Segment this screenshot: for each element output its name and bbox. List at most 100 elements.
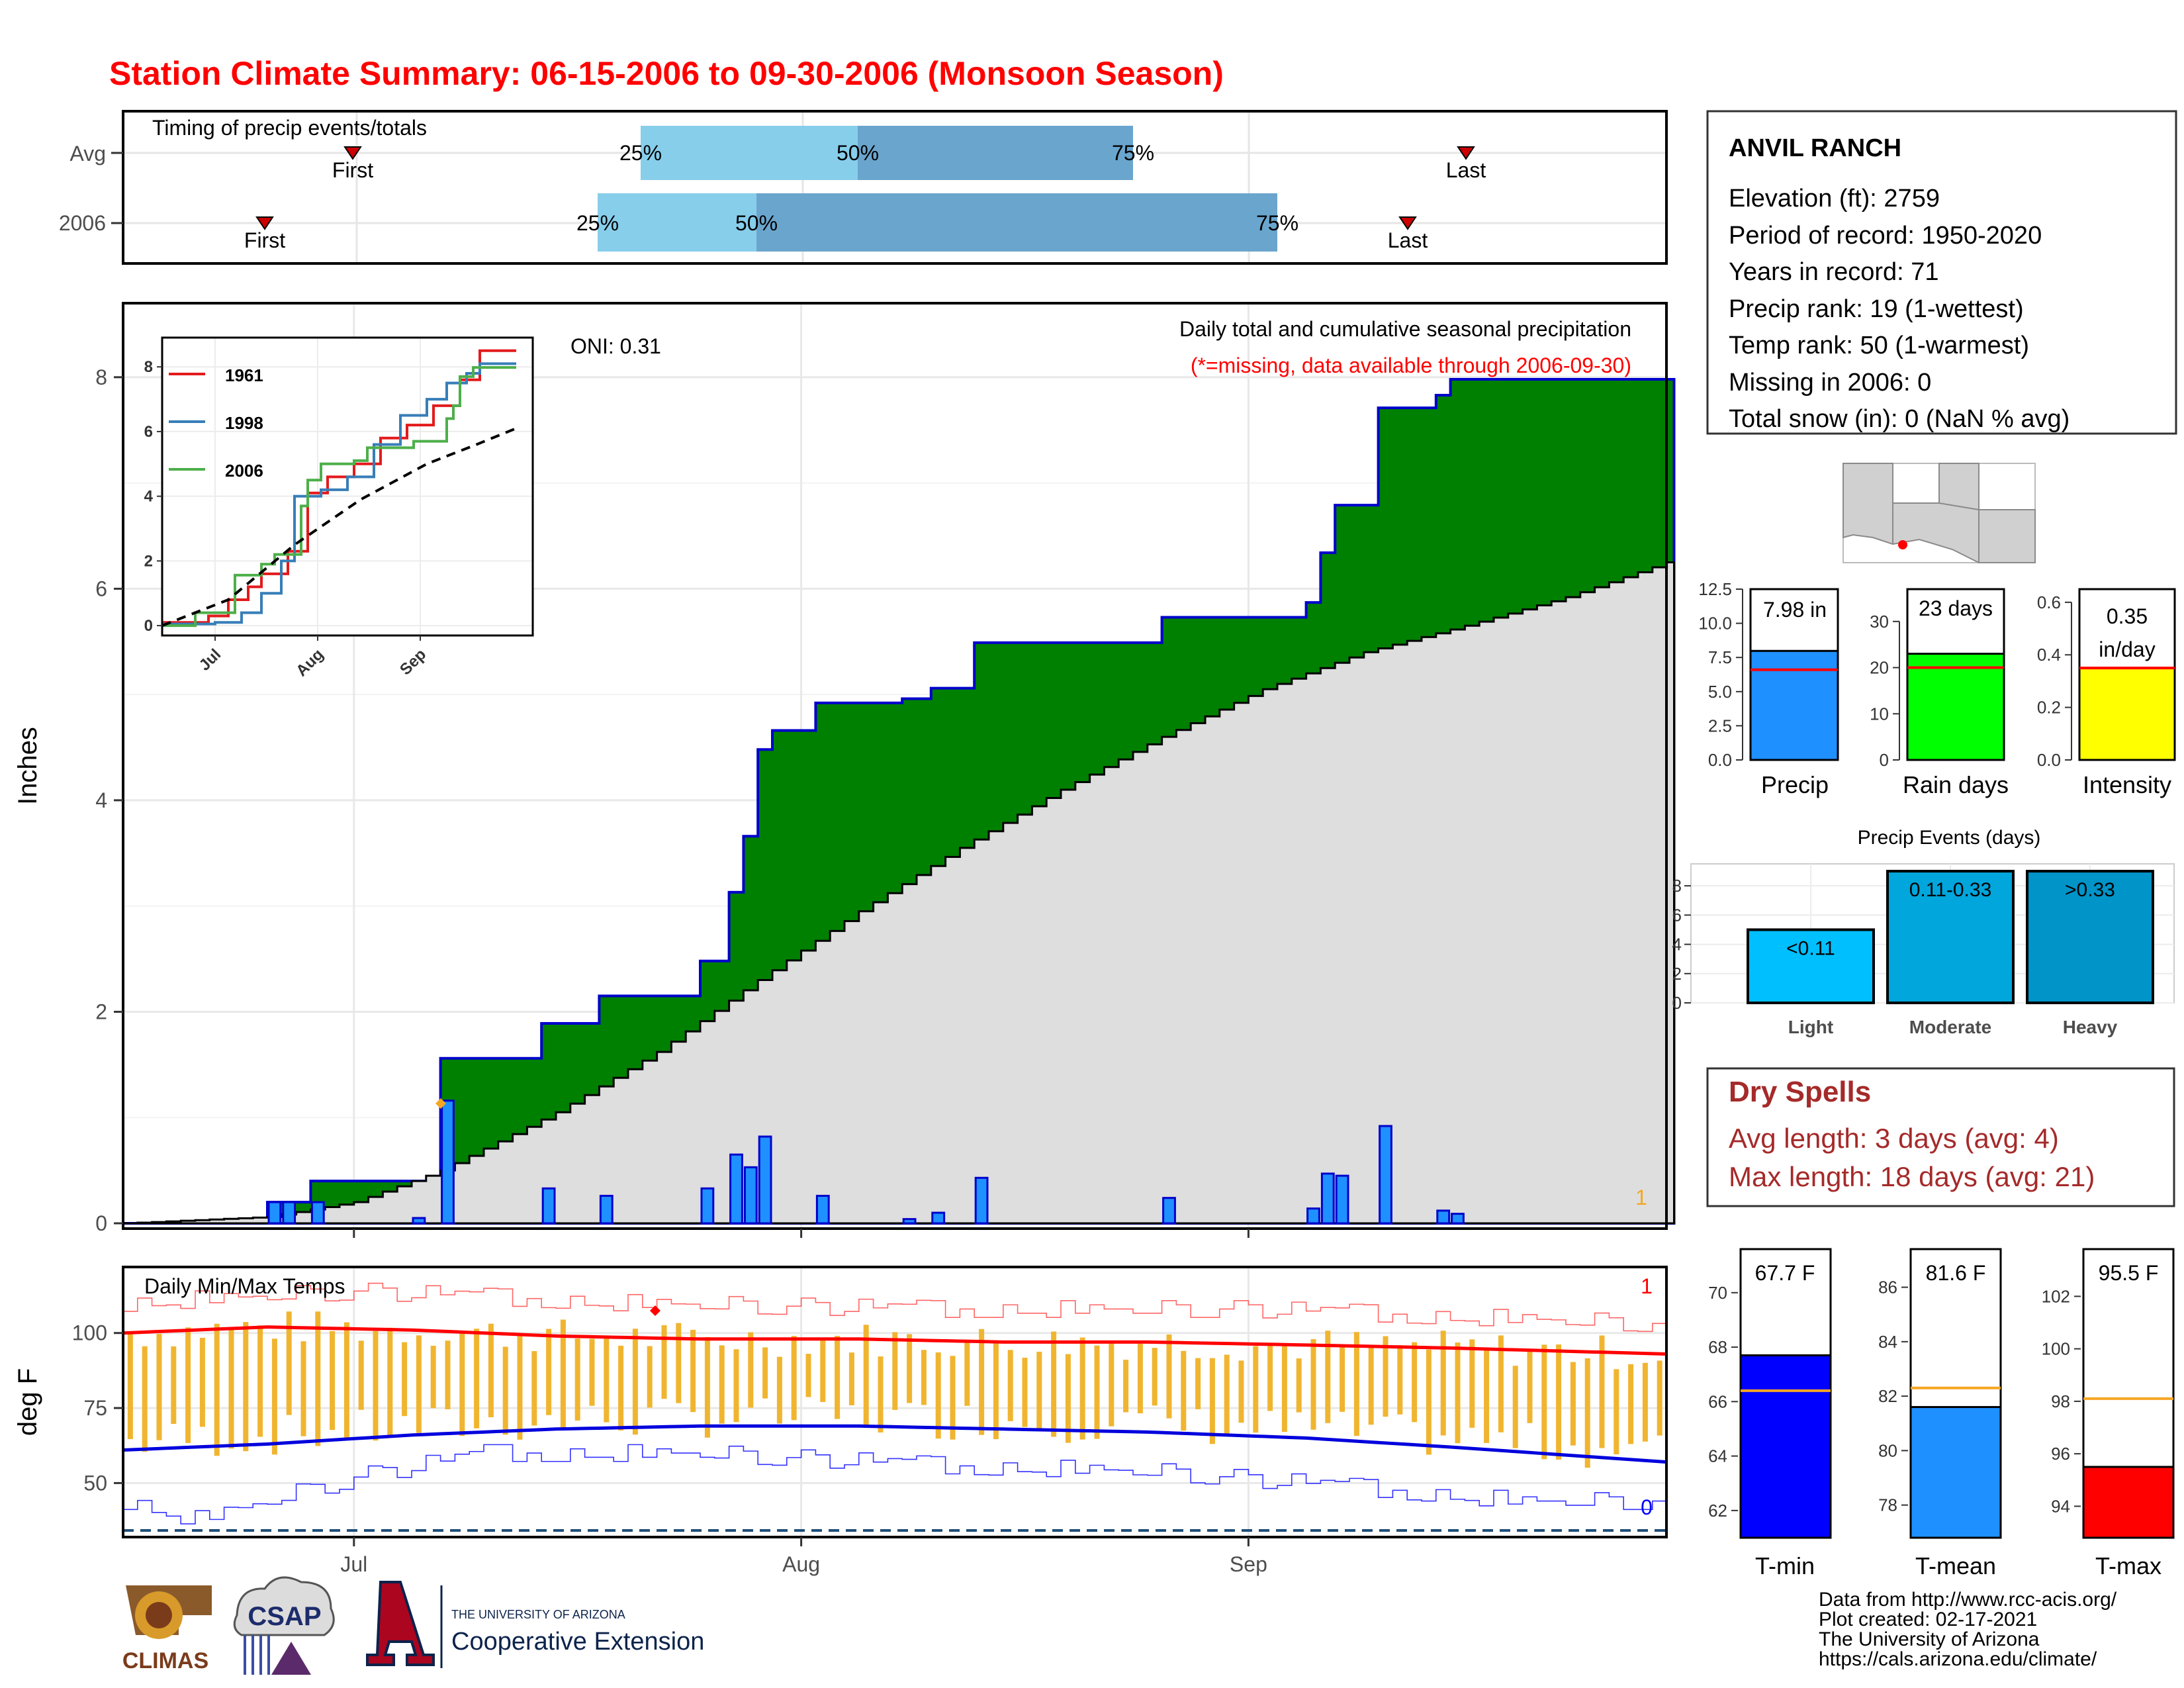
ua-logo-small-text: THE UNIVERSITY OF ARIZONA — [451, 1608, 625, 1621]
daily-temp-bar — [935, 1352, 941, 1439]
temp-box-y-tick-label: 68 — [1708, 1337, 1727, 1357]
mini-y-tick-label: 2.5 — [1708, 716, 1732, 735]
raindays-mini-value: 23 days — [1919, 596, 1993, 620]
station-name: ANVIL RANCH — [1729, 134, 1901, 162]
daily-temp-bar — [228, 1329, 234, 1449]
dry-spells-avg: Avg length: 3 days (avg: 4) — [1729, 1123, 2059, 1154]
daily-temp-bar — [127, 1333, 133, 1439]
ua-logo: THE UNIVERSITY OF ARIZONA Cooperative Ex… — [366, 1581, 704, 1668]
daily-temp-bar — [271, 1338, 277, 1455]
daily-temp-bar — [719, 1345, 725, 1424]
daily-temp-bar — [1527, 1351, 1533, 1423]
mini-y-tick-label: 5.0 — [1708, 682, 1732, 702]
mini-y-tick-label: 10.0 — [1698, 614, 1732, 633]
y2006-last-marker — [1398, 216, 1417, 230]
footer-credits: Data from http://www.rcc-acis.org/ Plot … — [1819, 1589, 2117, 1670]
daily-temp-bar — [300, 1341, 306, 1436]
temp-box-value-bar — [1909, 1406, 2002, 1539]
y2006-first-label: First — [244, 228, 285, 252]
mini-y-tick-label: 10 — [1870, 704, 1889, 724]
daily-temp-bar — [647, 1346, 653, 1408]
precip-panel: 0 2 4 6 8 Inches ONI: 0.31 Daily total and c… — [13, 302, 1676, 1238]
temps-y-axis-label: deg F — [13, 1368, 42, 1436]
tmax-label: T-max — [2095, 1552, 2161, 1579]
daily-temp-bar — [1340, 1347, 1345, 1412]
record-min-line — [123, 1444, 1668, 1524]
mini-y-tick-label: 0.0 — [2037, 750, 2061, 770]
mini-y-tick-label: 30 — [1870, 612, 1889, 632]
daily-temp-bar — [1224, 1354, 1230, 1435]
events-category-label: Moderate — [1909, 1017, 1991, 1037]
daily-precip-bar — [700, 1187, 715, 1225]
dry-spells-title: Dry Spells — [1729, 1076, 1871, 1108]
y2006-q75-label: 75% — [1256, 211, 1298, 235]
temperature-panel: Daily Min/Max Temps 1 0 50 75 100 deg F Ju… — [13, 1266, 1668, 1576]
inset-legend-1961: 1961 — [225, 365, 263, 385]
daily-temp-bar — [574, 1338, 580, 1421]
daily-temp-bar — [387, 1327, 393, 1436]
precip-caption-missing: (*=missing, data available through 2006-… — [1191, 353, 1631, 377]
daily-temp-bar — [1397, 1345, 1403, 1415]
daily-temp-bar — [1137, 1343, 1143, 1414]
avg-last-label: Last — [1446, 158, 1486, 182]
station-info-box: ANVIL RANCH Elevation (ft): 2759 Period … — [1706, 110, 2177, 435]
climas-logo-text: CLIMAS — [122, 1648, 208, 1673]
temps-min-count: 0 — [1641, 1495, 1653, 1519]
events-bar-heavy — [2026, 870, 2154, 1004]
daily-temp-bar — [1512, 1366, 1518, 1448]
raindays-mini-label: Rain days — [1903, 771, 2009, 798]
daily-precip-bar — [441, 1100, 455, 1225]
daily-temp-bar — [1310, 1339, 1316, 1430]
daily-temp-bar — [185, 1327, 191, 1443]
mini-y-tick-label: 0 — [1880, 750, 1889, 770]
daily-temp-bar — [1657, 1360, 1662, 1436]
daily-temp-bar — [358, 1340, 364, 1410]
mini-y-tick-label: 20 — [1870, 658, 1889, 678]
daily-temp-bar — [1166, 1334, 1172, 1419]
dry-spells-max: Max length: 18 days (avg: 21) — [1729, 1161, 2095, 1192]
daily-temp-bar — [1383, 1336, 1388, 1417]
y2006-iqr-dark — [756, 193, 1277, 252]
events-y-tick-label: 8 — [1672, 876, 1682, 896]
tmin-value: 67.7 F — [1755, 1261, 1815, 1285]
daily-temp-bar — [907, 1334, 913, 1403]
avg-max-line — [122, 1325, 1667, 1356]
temp-box-y-tick-label: 100 — [2042, 1339, 2070, 1359]
daily-temp-bar — [330, 1331, 336, 1430]
y2006-iqr-light — [598, 193, 756, 252]
events-bar-label: 0.11-0.33 — [1909, 879, 1992, 901]
daily-temp-bar — [1065, 1354, 1071, 1443]
daily-temp-bar — [1614, 1369, 1619, 1454]
daily-temp-bar — [156, 1334, 162, 1440]
y-tick-label: 6 — [95, 577, 107, 600]
tmin-summary-chart: 62 64 66 68 70 T-min 67.7 F — [1708, 1248, 1832, 1579]
intensity-mini-label: Intensity — [2083, 771, 2171, 798]
daily-temp-bar — [1426, 1349, 1432, 1455]
events-y-tick-label: 4 — [1672, 935, 1682, 955]
daily-precip-bar — [1320, 1172, 1335, 1225]
tmin-label: T-min — [1755, 1552, 1815, 1579]
events-bar-label: <0.11 — [1786, 937, 1835, 959]
avg-q25-label: 25% — [619, 141, 662, 165]
events-y-tick-label: 0 — [1672, 993, 1682, 1013]
tmean-label: T-mean — [1915, 1552, 1996, 1579]
daily-temp-bar — [950, 1356, 956, 1440]
daily-precip-bar — [282, 1201, 296, 1225]
daily-precip-bar — [729, 1153, 743, 1225]
daily-temp-bar — [848, 1352, 854, 1405]
page-title: Station Climate Summary: 06-15-2006 to 0… — [109, 55, 1224, 92]
daily-temp-bar — [863, 1325, 869, 1428]
climas-logo: CLIMAS — [122, 1585, 212, 1673]
temp-box-value-bar — [2082, 1466, 2175, 1539]
daily-temp-bar — [604, 1338, 610, 1423]
daily-temp-bar — [993, 1342, 999, 1440]
daily-temp-bar — [531, 1351, 537, 1426]
daily-temp-bar — [1238, 1360, 1244, 1423]
daily-precip-bar — [815, 1194, 830, 1225]
avg-first-marker — [343, 146, 362, 160]
daily-temp-bar — [430, 1345, 436, 1409]
csap-logo: CSAP — [233, 1576, 335, 1675]
daily-temp-bar — [488, 1323, 494, 1417]
daily-temp-bar — [1209, 1358, 1215, 1444]
daily-temp-bar — [373, 1331, 379, 1441]
